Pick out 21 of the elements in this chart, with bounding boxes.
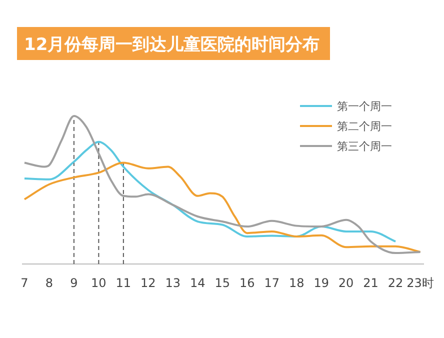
x-tick-label: 18 — [288, 276, 304, 290]
x-tick-label: 13 — [165, 276, 181, 290]
x-tick-label: 8 — [45, 276, 54, 290]
legend-label: 第一个周一 — [337, 100, 392, 113]
x-tick-label: 22 — [388, 276, 404, 290]
x-tick-label: 21 — [363, 276, 378, 290]
legend-label: 第二个周一 — [337, 120, 392, 133]
legend-label: 第三个周一 — [337, 140, 392, 153]
x-tick-label: 20 — [338, 276, 354, 290]
x-tick-label: 16 — [239, 276, 255, 290]
x-tick-label: 15 — [214, 276, 230, 290]
x-tick-label: 17 — [264, 276, 280, 290]
x-tick-label: 19 — [314, 276, 329, 290]
x-tick-label: 9 — [70, 276, 78, 290]
x-tick-label: 7 — [20, 276, 28, 290]
x-tick-label: 11 — [116, 276, 132, 290]
chart-title: 12月份每周一到达儿童医院的时间分布 — [24, 35, 320, 55]
x-tick-label: 14 — [190, 276, 206, 290]
x-tick-label: 12 — [140, 276, 156, 290]
x-tick-label: 23时 — [406, 276, 434, 290]
x-tick-label: 10 — [91, 276, 106, 290]
